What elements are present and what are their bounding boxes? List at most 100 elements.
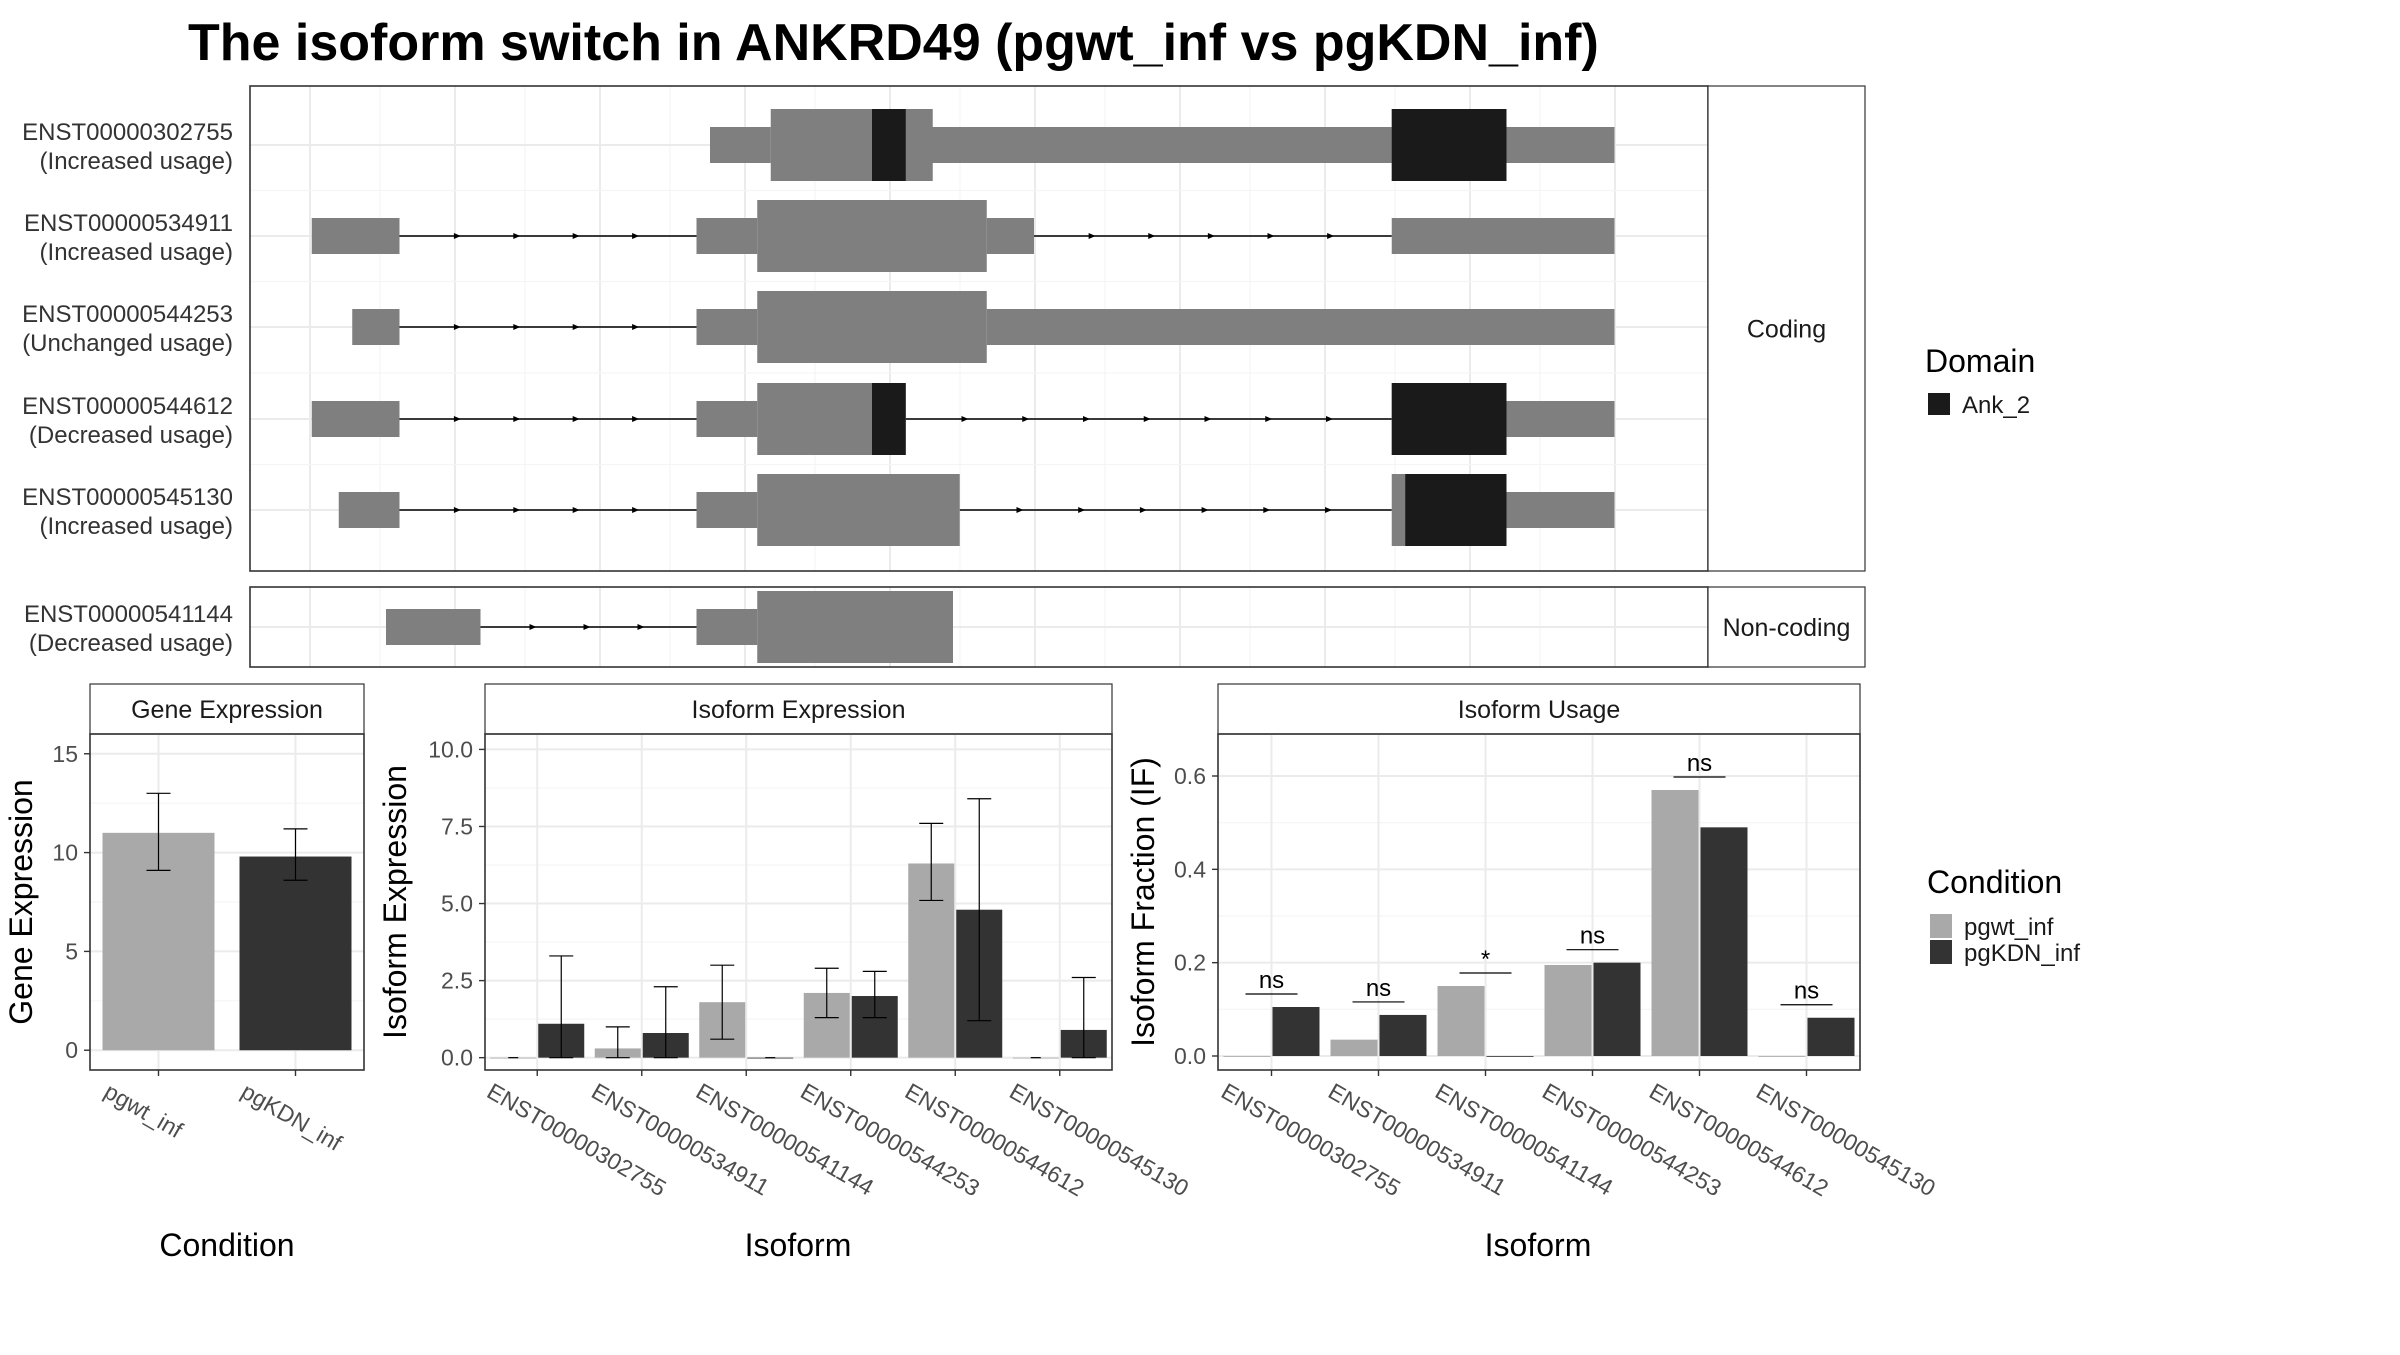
domain-legend-title: Domain: [1925, 343, 2035, 379]
intron-direction-arrow: [572, 324, 580, 330]
x-axis-title: Isoform: [1485, 1227, 1592, 1263]
bar: [1544, 965, 1592, 1056]
domain-legend-key-ank2: [1928, 393, 1950, 415]
utr-exon: [1506, 492, 1615, 528]
bar: [1486, 1056, 1534, 1057]
transcript-usage-label: (Increased usage): [40, 513, 233, 540]
transcript-id-label: ENST00000545130: [22, 484, 233, 511]
intron-direction-arrow: [1022, 416, 1030, 422]
coding-exon: [757, 200, 987, 272]
transcript-id-label: ENST00000544253: [22, 301, 233, 328]
x-axis-tick-label: ENST00000534911: [1324, 1078, 1511, 1201]
x-axis-tick-label: ENST00000302755: [483, 1078, 671, 1202]
intron-direction-arrow: [632, 507, 640, 513]
y-axis-tick-label: 10.0: [428, 736, 473, 762]
x-axis-tick-label: ENST00000545130: [1752, 1078, 1940, 1202]
transcript-structure-noncoding-panel: ENST00000541144(Decreased usage) Non-codi…: [24, 586, 1866, 668]
x-axis-tick-label: ENST00000544253: [796, 1078, 984, 1202]
intron-direction-arrow: [453, 233, 461, 239]
intron-direction-arrow: [1267, 233, 1275, 239]
intron-direction-arrow: [632, 416, 640, 422]
significance-label: ns: [1794, 978, 1819, 1005]
intron-direction-arrow: [1088, 233, 1096, 239]
intron-direction-arrow: [1325, 507, 1333, 513]
transcript-ENST00000534911: ENST00000534911(Increased usage): [24, 200, 1615, 272]
intron-direction-arrow: [513, 507, 521, 513]
condition-legend-label-pgwt: pgwt_inf: [1964, 914, 2054, 941]
x-axis-title: Isoform: [745, 1227, 852, 1263]
chart-panel-border: [484, 733, 1113, 1071]
chart-facet-title: Isoform Usage: [1458, 696, 1621, 724]
utr-exon: [1391, 218, 1615, 254]
utr-exon: [1506, 401, 1615, 437]
x-axis-tick-label: ENST00000534911: [587, 1078, 774, 1201]
structure-strip-label: Non-coding: [1723, 614, 1851, 642]
transcript-id-label: ENST00000541144: [24, 601, 233, 628]
domain-ank2: [872, 109, 906, 181]
coding-exon: [757, 474, 960, 546]
significance-label: ns: [1580, 923, 1605, 950]
domain-legend-label-ank2: Ank_2: [1962, 392, 2030, 419]
y-axis-tick-label: 0.0: [1174, 1043, 1206, 1069]
domain-ank2: [1391, 383, 1507, 455]
structure-strip-label: Coding: [1747, 316, 1826, 344]
transcript-id-label: ENST00000302755: [22, 119, 233, 146]
x-axis-tick-label: pgwt_inf: [100, 1078, 188, 1144]
utr-exon: [696, 218, 758, 254]
transcript-usage-label: (Decreased usage): [29, 422, 233, 449]
intron-direction-arrow: [572, 507, 580, 513]
y-axis-tick-label: 15: [52, 741, 78, 767]
x-axis-tick-label: ENST00000541144: [692, 1078, 879, 1201]
transcript-usage-label: (Unchanged usage): [22, 330, 233, 357]
utr-exon: [986, 309, 1615, 345]
utr-exon: [986, 218, 1034, 254]
bar: [1807, 1017, 1855, 1056]
chart-facet-strip: [89, 683, 365, 735]
y-axis-title: Isoform Fraction (IF): [1125, 757, 1161, 1047]
y-axis-tick-label: 0: [65, 1037, 78, 1063]
bar: [1272, 1007, 1320, 1056]
structure-strip: [1707, 85, 1866, 572]
transcript-ENST00000544253: ENST00000544253(Unchanged usage): [22, 291, 1615, 363]
domain-ank2: [1391, 109, 1507, 181]
y-axis-tick-label: 0.0: [441, 1045, 473, 1071]
intron-direction-arrow: [632, 324, 640, 330]
gene-expression-chart: Gene Expression 0 5 10 15 pgwt_inf pgKDN_inf Co…: [3, 683, 365, 1263]
intron-direction-arrow: [583, 624, 591, 630]
utr-exon: [386, 609, 481, 645]
significance-label: ns: [1687, 750, 1712, 777]
intron-direction-arrow: [513, 324, 521, 330]
utr-exon: [710, 127, 771, 163]
bar: [1330, 1039, 1378, 1056]
coding-exon: [757, 291, 987, 363]
isoform-expression-chart: Isoform Expression 0.0 2.5 5.0 7.5 10.0 ENST00…: [377, 683, 1193, 1263]
y-axis-title: Isoform Expression: [377, 765, 413, 1039]
intron-direction-arrow: [961, 416, 969, 422]
x-axis-tick-label: ENST00000544612: [1645, 1078, 1833, 1202]
bar: [239, 856, 352, 1051]
bar: [1700, 827, 1748, 1056]
intron-direction-arrow: [513, 416, 521, 422]
bar: [1379, 1014, 1427, 1056]
chart-facet-strip: [1217, 683, 1861, 735]
intron-direction-arrow: [453, 416, 461, 422]
chart-panel-border: [1217, 733, 1861, 1071]
chart-facet-title: Gene Expression: [131, 696, 323, 724]
significance-label: *: [1481, 946, 1490, 973]
coding-exon: [770, 109, 933, 181]
utr-exon: [311, 218, 400, 254]
intron-direction-arrow: [1263, 507, 1271, 513]
bar: [1223, 1056, 1271, 1057]
utr-exon: [696, 309, 758, 345]
domain-ank2: [872, 383, 906, 455]
transcript-ENST00000541144: ENST00000541144(Decreased usage): [24, 591, 953, 663]
domain-ank2: [1405, 474, 1507, 546]
condition-legend-label-pgkdn: pgKDN_inf: [1964, 940, 2080, 967]
transcript-usage-label: (Increased usage): [40, 239, 233, 266]
intron-direction-arrow: [572, 416, 580, 422]
y-axis-tick-label: 0.2: [1174, 950, 1206, 976]
x-axis-tick-label: ENST00000302755: [1217, 1078, 1405, 1202]
utr-exon: [696, 492, 758, 528]
transcript-usage-label: (Increased usage): [40, 148, 233, 175]
